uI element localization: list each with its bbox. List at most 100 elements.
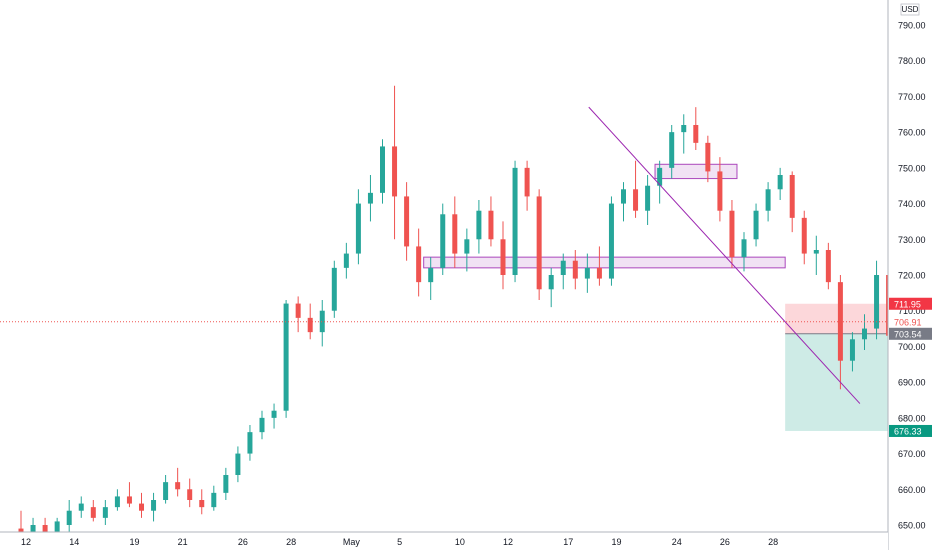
x-tick-label: 5 [397,537,402,547]
x-tick-label: 24 [672,537,682,547]
currency-box [900,3,920,16]
candle-body[interactable] [705,142,711,172]
y-tick-label: 650.00 [898,521,926,531]
candle-body[interactable] [319,310,325,333]
x-tick-label: 12 [21,537,31,547]
candle-body[interactable] [741,239,747,258]
stop-price-tag: 711.95 [894,299,921,309]
candle-body[interactable] [765,189,771,211]
candle-body[interactable] [343,253,349,268]
candle-body[interactable] [18,528,24,533]
price-axis-panel[interactable] [888,0,932,550]
candle-body[interactable] [30,525,36,533]
candle-body[interactable] [608,203,614,279]
candle-body[interactable] [657,167,663,186]
currency-label: USD [902,5,919,14]
candle-body[interactable] [596,267,602,279]
candle-body[interactable] [416,246,422,283]
trendline[interactable] [588,106,861,404]
candle-body[interactable] [392,146,398,197]
candle-body[interactable] [66,510,72,525]
candle-body[interactable] [789,175,795,218]
y-tick-label: 660.00 [898,485,926,495]
candle-body[interactable] [488,210,494,240]
candle-body[interactable] [560,260,566,275]
candle-body[interactable] [717,171,723,211]
candle-body[interactable] [295,303,301,318]
candle-body[interactable] [175,482,181,490]
candle-body[interactable] [825,250,831,283]
candle-body[interactable] [874,275,880,329]
x-tick-label: May [343,537,361,547]
candle-body[interactable] [259,417,265,433]
y-tick-label: 710.00 [898,306,926,316]
candle-body[interactable] [584,267,590,279]
candle-body[interactable] [512,167,518,275]
candle-body[interactable] [633,189,639,211]
candle-body[interactable] [753,210,759,240]
candle-body[interactable] [163,482,169,500]
candle-body[interactable] [126,496,132,504]
candle-body[interactable] [536,196,542,290]
x-tick-label: 26 [238,537,248,547]
y-tick-label: 720.00 [898,271,926,281]
candle-body[interactable] [428,267,434,283]
candle-body[interactable] [645,185,651,211]
candle-body[interactable] [524,167,530,197]
candle-body[interactable] [440,214,446,268]
candle-body[interactable] [271,410,277,418]
x-tick-label: 28 [286,537,296,547]
y-tick-label: 750.00 [898,163,926,173]
candle-body[interactable] [404,196,410,247]
candle-body[interactable] [283,303,289,411]
candle-body[interactable] [90,507,96,518]
candle-body[interactable] [54,521,60,540]
candle-body[interactable] [572,260,578,279]
candle-body[interactable] [235,453,241,475]
candle-body[interactable] [139,503,144,511]
y-tick-label: 700.00 [898,342,926,352]
candle-body[interactable] [367,192,373,204]
candle-body[interactable] [247,432,253,454]
candle-body[interactable] [500,239,506,275]
candle-body[interactable] [669,132,675,168]
candle-body[interactable] [476,210,482,240]
candle-body[interactable] [223,475,229,493]
candle-body[interactable] [355,203,361,254]
x-tick-label: 12 [503,537,513,547]
candle-body[interactable] [199,500,205,508]
y-tick-label: 790.00 [898,21,926,31]
candle-body[interactable] [801,217,807,254]
candle-body[interactable] [464,239,470,254]
x-tick-label: 19 [611,537,621,547]
candle-body[interactable] [151,500,157,511]
candle-body[interactable] [380,146,385,193]
candle-body[interactable] [331,267,337,311]
candle-body[interactable] [729,210,735,258]
x-tick-label: 19 [129,537,139,547]
candle-body[interactable] [813,250,819,254]
y-tick-label: 730.00 [898,235,926,245]
candle-body[interactable] [621,189,626,204]
candle-body[interactable] [187,489,193,500]
time-axis-panel[interactable] [0,532,888,550]
lower-support-zone[interactable] [423,256,786,269]
candle-body[interactable] [307,317,313,333]
candle-body[interactable] [548,275,554,290]
candle-body[interactable] [849,339,855,361]
candle-body[interactable] [681,125,687,133]
candle-body[interactable] [777,175,783,190]
entry-price-tag: 703.54 [894,329,922,339]
candle-body[interactable] [452,214,458,254]
x-tick-label: 17 [563,537,573,547]
candle-body[interactable] [693,125,699,143]
candle-body[interactable] [862,328,867,340]
candle-body[interactable] [102,507,108,518]
upper-resistance-zone[interactable] [654,163,738,180]
candle-body[interactable] [114,496,120,508]
y-tick-label: 670.00 [898,449,926,459]
candle-body[interactable] [78,503,84,511]
candle-body[interactable] [211,492,217,508]
